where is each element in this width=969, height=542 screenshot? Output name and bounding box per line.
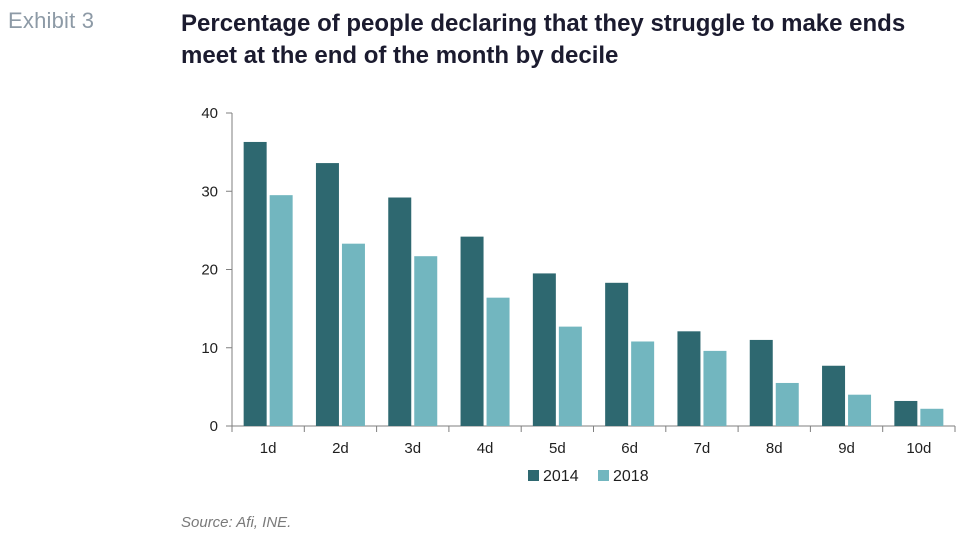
- bar-2018-5d: [558, 326, 582, 426]
- bar-2014-3d: [388, 197, 412, 426]
- x-tick-label: 4d: [477, 440, 494, 457]
- legend-swatch-2018: [598, 470, 609, 481]
- bar-2018-3d: [414, 256, 438, 426]
- legend-label-2014: 2014: [543, 468, 579, 485]
- chart-bars: [243, 141, 944, 426]
- chart-legend: 2014 2018: [528, 468, 649, 485]
- y-tick-label: 20: [201, 262, 218, 279]
- y-tick-label: 40: [201, 105, 218, 122]
- y-tick-label: 10: [201, 340, 218, 357]
- bar-2018-6d: [631, 341, 655, 426]
- x-tick-label: 5d: [549, 440, 566, 457]
- bar-2014-1d: [243, 141, 267, 426]
- bar-2014-9d: [822, 365, 846, 426]
- exhibit-label: Exhibit 3: [8, 8, 95, 33]
- bar-2014-7d: [677, 331, 701, 426]
- bar-2018-8d: [775, 382, 799, 426]
- legend-label-2018: 2018: [613, 468, 649, 485]
- x-tick-label: 3d: [404, 440, 421, 457]
- x-tick-label: 2d: [332, 440, 349, 457]
- bar-2018-4d: [486, 297, 510, 426]
- x-tick-label: 9d: [838, 440, 855, 457]
- y-axis-labels: 0 10 20 30 40: [201, 105, 218, 435]
- bar-2018-9d: [848, 394, 872, 426]
- source-note: Source: Afi, INE.: [181, 514, 292, 531]
- bar-2014-2d: [315, 163, 339, 426]
- bar-2018-2d: [341, 243, 365, 426]
- bar-2014-5d: [532, 273, 556, 426]
- x-axis-labels: 1d 2d 3d 4d 5d 6d 7d 8d 9d 10d: [260, 440, 932, 457]
- x-tick-label: 1d: [260, 440, 277, 457]
- x-tick-label: 7d: [694, 440, 711, 457]
- bar-2014-6d: [605, 282, 629, 426]
- chart-title: Percentage of people declaring that they…: [181, 10, 906, 69]
- bar-2014-8d: [749, 339, 773, 426]
- x-tick-label: 8d: [766, 440, 783, 457]
- bar-2014-10d: [894, 400, 918, 426]
- bar-2018-1d: [269, 195, 293, 426]
- y-tick-label: 0: [210, 418, 218, 435]
- bar-2018-10d: [920, 408, 944, 426]
- legend-swatch-2014: [528, 470, 539, 481]
- y-tick-label: 30: [201, 183, 218, 200]
- x-tick-label: 10d: [906, 440, 931, 457]
- bar-2018-7d: [703, 350, 727, 426]
- x-tick-label: 6d: [621, 440, 638, 457]
- bar-2014-4d: [460, 236, 484, 426]
